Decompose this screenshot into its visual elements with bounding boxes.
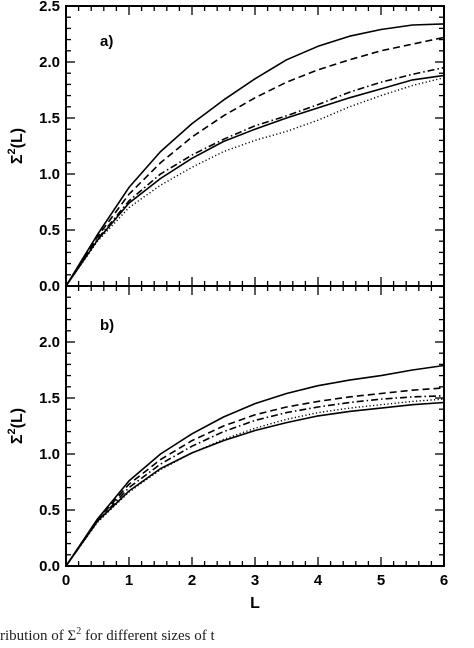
plot-frame: [65, 5, 445, 287]
series-b-1-solid-line: [65, 364, 445, 567]
caption-lead: ribution of Σ: [0, 628, 77, 644]
y-tick-label: 1.0: [39, 446, 60, 463]
series-b-4-dotted-line: [65, 398, 445, 567]
y-axis-label-sup: 2: [6, 428, 18, 434]
y-tick-label: 2.5: [39, 0, 60, 15]
y-tick-label: 0.5: [39, 222, 60, 239]
x-tick-label: 2: [188, 572, 196, 589]
series-b-5-solid-line: [65, 401, 445, 567]
y-tick-label: 0.0: [39, 278, 60, 295]
y-tick-label: 0.0: [39, 558, 60, 575]
figure-caption: ribution of Σ2 for different sizes of t: [0, 626, 474, 648]
x-axis-label: L: [250, 595, 260, 612]
y-axis-label-base: Σ: [9, 434, 26, 444]
y-tick-label: 0.5: [39, 502, 60, 519]
y-tick-label: 1.0: [39, 166, 60, 183]
panel-label: a): [100, 33, 113, 50]
y-axis-label: Σ2(L): [6, 128, 26, 164]
y-tick-label: 1.5: [39, 390, 60, 407]
x-tick-label: 5: [377, 572, 385, 589]
panel-a: 0.0 0.5 1.0 1.5 2.0 2.5 Σ2(L) a): [6, 0, 445, 295]
y-axis-label: Σ2(L): [6, 408, 26, 444]
plot-frame: [65, 285, 445, 567]
y-axis-label-tail: (L): [9, 128, 26, 148]
panel-label: b): [100, 317, 114, 334]
y-tick-label: 2.0: [39, 334, 60, 351]
series-a-2-dashed-line: [65, 36, 445, 287]
y-axis-label-base: Σ: [9, 154, 26, 164]
series-a-5-dotted-line: [65, 77, 445, 287]
series-b-3-dashdot-line: [65, 395, 445, 567]
y-axis-label-sup: 2: [6, 148, 18, 154]
series-a-4-solid-line: [65, 74, 445, 287]
x-tick-label: 3: [251, 572, 259, 589]
caption-tail: for different sizes of t: [81, 628, 215, 644]
y-tick-label: 1.5: [39, 110, 60, 127]
series-b-2-dashed-line: [65, 387, 445, 567]
x-tick-label: 6: [440, 572, 448, 589]
x-tick-label: 4: [314, 572, 323, 589]
x-tick-label: 0: [62, 572, 70, 589]
y-axis-label-tail: (L): [9, 408, 26, 428]
caption-sup: 2: [76, 626, 82, 637]
y-tick-label: 2.0: [39, 54, 60, 71]
series-a-3-dashdot-line: [65, 66, 445, 287]
series-a-1-solid-line: [65, 23, 445, 287]
x-tick-label: 1: [125, 572, 133, 589]
